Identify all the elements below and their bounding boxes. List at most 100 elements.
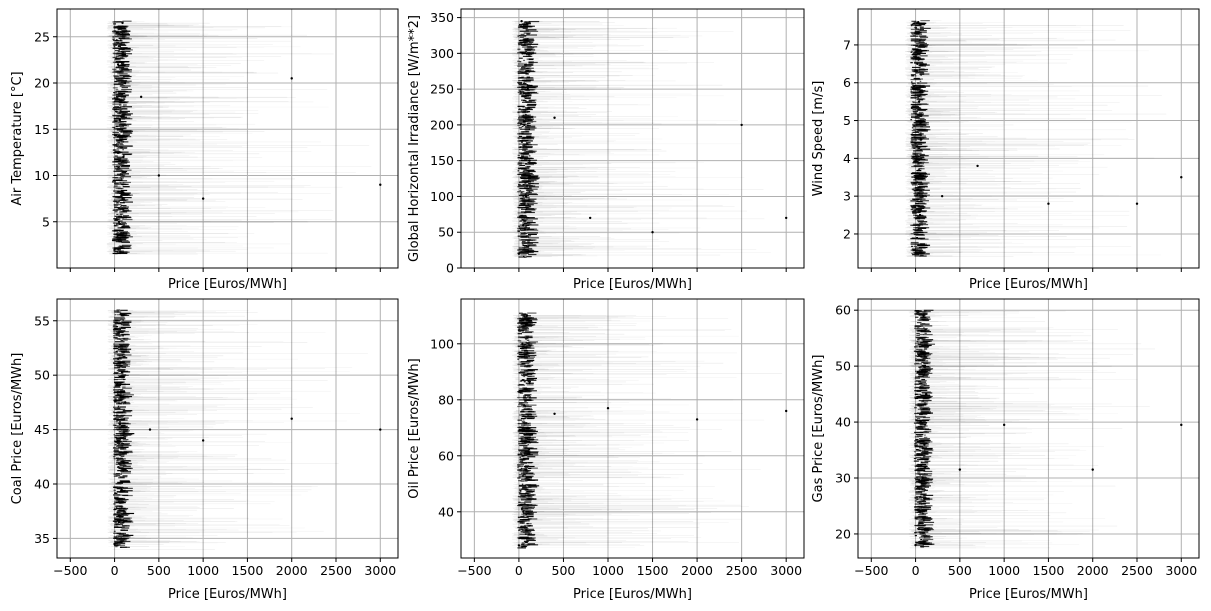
data-point	[379, 428, 382, 431]
y-tick-label: 7	[843, 37, 851, 52]
data-point	[117, 520, 121, 524]
axes-frame	[460, 8, 805, 269]
data-point	[1180, 176, 1183, 179]
y-tick-label: 10	[34, 168, 50, 183]
y-tick-label: 2	[843, 226, 851, 241]
axes-frame	[857, 8, 1200, 269]
data-point	[201, 439, 205, 442]
data-point	[116, 357, 120, 361]
data-point	[148, 428, 152, 431]
y-tick-label: 200	[430, 117, 454, 132]
data-point	[740, 123, 743, 127]
subplot-4: −500 0 500 1000 1500 2000 2500 3000 35 40 45 50 55 Pr…	[10, 298, 399, 602]
data-point	[117, 220, 121, 223]
subplot-2: 0 50 100 150 200 250 300 350 Price [Euros/MWh] Gl…	[407, 8, 805, 292]
y-tick-label: 250	[430, 82, 454, 97]
data-point	[526, 87, 530, 91]
data-point	[379, 183, 382, 186]
data-point	[1047, 202, 1050, 205]
density-texture	[904, 20, 1167, 257]
data-point	[157, 174, 161, 177]
y-tick-label: 20	[34, 76, 50, 91]
data-point	[124, 81, 127, 85]
data-point	[919, 138, 923, 141]
data-point	[121, 21, 124, 25]
data-point	[921, 194, 924, 198]
data-point	[1135, 202, 1139, 205]
y-tick-label: 100	[430, 189, 454, 204]
data-point	[917, 21, 920, 24]
data-point	[976, 164, 979, 168]
x-tick-label: 2500	[320, 563, 352, 578]
y-tick-label: 50	[34, 368, 50, 383]
data-point	[528, 159, 531, 162]
data-point	[118, 422, 122, 426]
y-tick-label: 300	[430, 46, 454, 61]
data-point	[784, 216, 788, 220]
data-point	[113, 248, 116, 251]
data-point	[121, 314, 124, 317]
data-point	[520, 19, 523, 23]
axes-frame	[56, 8, 399, 269]
subplot-1: 5 10 15 20 25 Price [Euros/MWh] Air Temperatur…	[10, 8, 399, 292]
y-tick-label: 5	[42, 214, 50, 229]
data-point	[588, 216, 592, 220]
x-tick-label: 0	[111, 563, 119, 578]
data-point	[940, 194, 944, 198]
data-point	[113, 542, 116, 546]
data-point	[917, 100, 921, 103]
y-tick-label: 50	[438, 225, 454, 240]
y-tick-label: 25	[34, 29, 50, 44]
x-tick-label: 2000	[276, 563, 308, 578]
y-tick-label: 40	[34, 477, 50, 492]
y-tick-label: 55	[34, 313, 50, 328]
data-point	[517, 252, 521, 255]
y-tick-label: 45	[34, 422, 50, 437]
data-point	[651, 231, 654, 234]
data-point	[524, 195, 528, 198]
data-point	[917, 176, 920, 179]
data-point	[522, 223, 525, 227]
density-texture	[106, 20, 372, 255]
data-point	[201, 197, 205, 200]
data-point	[116, 63, 120, 66]
data-point	[120, 488, 123, 491]
y-tick-label: 350	[430, 10, 454, 25]
data-point	[521, 52, 524, 55]
data-point	[122, 155, 125, 159]
y-tick-label: 15	[34, 122, 50, 137]
y-tick-label: 150	[430, 153, 454, 168]
data-point	[553, 116, 556, 119]
data-point	[523, 123, 526, 127]
data-point	[139, 95, 143, 99]
y-axis-label: Global Horizontal Irradiance [W/m**2]	[407, 15, 422, 262]
x-axis-label: Price [Euros/MWh]	[573, 277, 692, 292]
data-point	[124, 401, 127, 404]
density-texture	[511, 20, 771, 258]
x-tick-label: 500	[147, 563, 171, 578]
y-axis-label: Air Temperature [°C]	[10, 71, 25, 205]
x-axis-label: Price [Euros/MWh]	[969, 277, 1088, 292]
data-point	[118, 118, 122, 122]
x-tick-label: 1500	[232, 563, 264, 578]
y-tick-label: 3	[843, 189, 851, 204]
data-point	[290, 77, 293, 80]
data-point	[122, 461, 125, 464]
y-axis-label: Coal Price [Euros/MWh]	[10, 353, 25, 505]
y-axis-label: Wind Speed [m/s]	[811, 81, 826, 197]
data-point	[916, 62, 919, 66]
density-texture	[511, 312, 783, 549]
x-axis-label: Price [Euros/MWh]	[168, 587, 287, 602]
x-axis-label: Price [Euros/MWh]	[168, 277, 287, 292]
data-point	[290, 417, 293, 420]
data-point	[914, 251, 917, 255]
axes-frame	[56, 298, 399, 559]
y-tick-label: 5	[843, 113, 851, 128]
data-point	[918, 213, 922, 217]
y-tick-label: 6	[843, 75, 851, 90]
data-point	[120, 192, 123, 196]
y-tick-label: 0	[446, 261, 454, 276]
x-tick-label: 1000	[187, 563, 219, 578]
subplot-3: 2 3 4 5 6 7 Price [Euros/MWh] Wind Speed [m/s]	[811, 8, 1200, 292]
